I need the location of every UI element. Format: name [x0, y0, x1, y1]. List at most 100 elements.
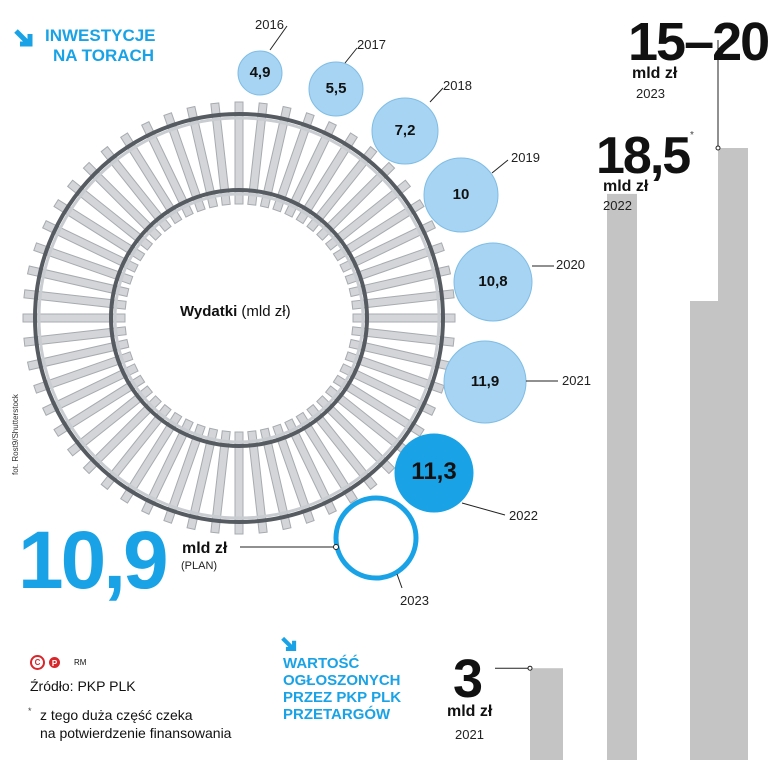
ring-label: Wydatki (mld zł) — [180, 303, 291, 320]
bar-asterisk-2022: * — [690, 130, 694, 141]
rail-tie — [26, 338, 130, 371]
bar-2023-low — [690, 301, 718, 760]
spending-bubble-2016 — [237, 50, 283, 96]
bubble-year-2020: 2020 — [556, 257, 585, 272]
bubble-year-2019: 2019 — [511, 150, 540, 165]
rail-tie — [344, 242, 445, 285]
rail-tie — [351, 326, 455, 347]
rail-tie — [259, 427, 292, 531]
rail-tie — [33, 242, 134, 285]
leader-line-2022 — [461, 502, 506, 516]
arrow-down-right-icon — [14, 29, 33, 47]
rail-tie — [324, 179, 412, 251]
logo-c-icon: C — [30, 655, 45, 670]
tenders-title-line: WARTOŚĆ — [283, 655, 360, 672]
plan-unit: mld zł — [182, 540, 228, 557]
footnote-line1: z tego duża część czeka — [40, 707, 193, 723]
rail-tie — [33, 351, 134, 394]
leader-line-2019 — [491, 159, 509, 174]
rail-tie — [53, 199, 146, 262]
bar-unit-2021: mld zł — [447, 703, 493, 720]
rail-tie — [352, 313, 456, 323]
rail-tie — [332, 374, 425, 437]
rail-tie — [295, 132, 358, 225]
rail-tie — [163, 423, 206, 524]
outer-rail-dark — [33, 112, 445, 524]
rail-tie — [210, 430, 231, 534]
rail-tie — [100, 145, 172, 233]
rail-tie — [186, 427, 219, 531]
bubble-year-2017: 2017 — [357, 37, 386, 52]
rail-tie — [186, 105, 219, 209]
rail-tie — [272, 112, 315, 213]
plan-leader-dot — [333, 544, 339, 550]
rail-tie — [344, 351, 445, 394]
bubble-year-2021: 2021 — [562, 373, 591, 388]
bar-label-2021: 3 — [453, 649, 484, 709]
spending-bubble-2018 — [371, 97, 439, 165]
rail-tie — [351, 289, 455, 310]
bubble-value-2022: 11,3 — [411, 458, 457, 485]
rail-tie — [41, 363, 139, 416]
rail-tie — [234, 101, 244, 205]
rail-tie — [120, 132, 183, 225]
bubble-value-2016: 4,9 — [249, 64, 271, 81]
bubble-year-2022: 2022 — [509, 508, 538, 523]
bubble-year-2023: 2023 — [400, 593, 429, 608]
rail-tie — [306, 403, 378, 491]
spending-bubbles — [237, 50, 533, 581]
bar-2022 — [607, 193, 637, 760]
header-title-line2: NA TORACH — [53, 46, 155, 65]
ring-label-unit: (mld zł) — [237, 303, 291, 320]
bubble-value-2021: 11,9 — [470, 373, 500, 390]
bar-year-2022: 2022 — [603, 198, 632, 213]
rail-ties — [22, 101, 456, 535]
rail-tie — [234, 431, 244, 535]
inner-rail-dark — [109, 188, 369, 448]
rail-tie — [272, 423, 315, 524]
rail-tie — [316, 395, 396, 475]
rail-tie — [66, 179, 154, 251]
tenders-title-line: PRZEZ PKP PLK — [283, 689, 402, 706]
rail-tie — [141, 120, 194, 218]
rail-tie — [332, 199, 425, 262]
footnote-star: * — [28, 706, 32, 716]
bar-year-2023: 2023 — [636, 86, 665, 101]
rail-tie — [100, 403, 172, 491]
bar-2023-leader-dot — [715, 145, 721, 151]
bar-label-2022: 18,5 — [596, 127, 691, 185]
rail-tie — [348, 265, 452, 298]
header-title-line1: INWESTYCJE — [45, 26, 156, 45]
rail-tie — [23, 326, 127, 347]
rail-tie — [82, 161, 162, 241]
rail-tie — [41, 220, 139, 273]
bubble-year-2016: 2016 — [255, 17, 284, 32]
tenders-title-line: OGŁOSZONYCH — [283, 672, 401, 689]
rail-tie — [141, 418, 194, 516]
rail-tie — [247, 430, 268, 534]
rail-tie — [247, 102, 268, 206]
bar-2023-high — [718, 148, 748, 760]
outer-rail-light — [37, 116, 441, 520]
logo-p-icon: P — [49, 657, 60, 668]
rail-tie — [23, 289, 127, 310]
rail-tie — [82, 395, 162, 475]
bubble-value-2019: 10 — [452, 186, 470, 203]
bubble-year-2018: 2018 — [443, 78, 472, 93]
inner-rail-light — [113, 192, 365, 444]
bubble-value-2020: 10,8 — [478, 273, 508, 290]
bar-unit-2022: mld zł — [603, 178, 649, 195]
bubble-value-2018: 7,2 — [394, 122, 416, 139]
bar-unit-2023: mld zł — [632, 65, 678, 82]
spending-bubble-2023 — [333, 495, 419, 581]
bar-year-2021: 2021 — [455, 727, 484, 742]
tenders-title-line: PRZETARGÓW — [283, 706, 391, 723]
leader-line-2017 — [344, 47, 358, 64]
logo-text: RM — [74, 658, 87, 667]
spending-bubble-2022 — [394, 433, 474, 513]
rail-tie — [339, 220, 437, 273]
rail-tie — [163, 112, 206, 213]
